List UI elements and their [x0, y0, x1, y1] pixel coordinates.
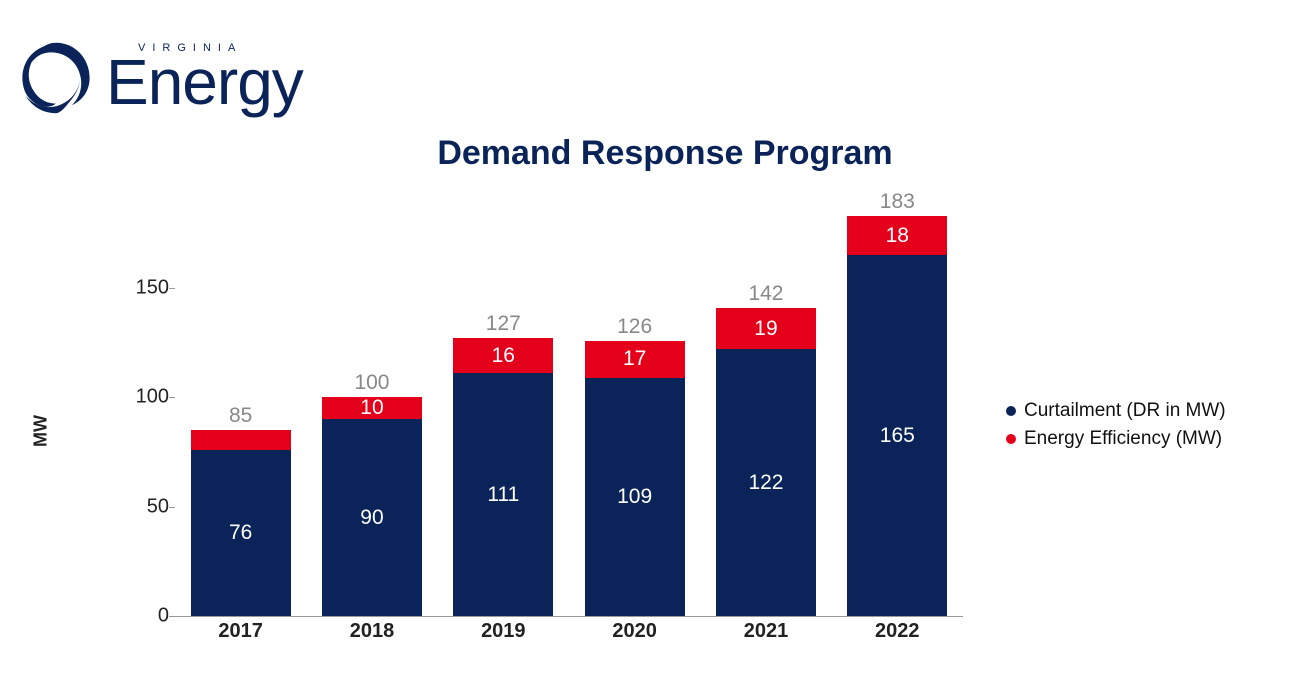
bar-stack: 16111	[453, 338, 553, 616]
bar-total-label: 100	[354, 371, 389, 395]
bar-total-label: 126	[617, 315, 652, 339]
x-axis-tick-label: 2018	[322, 616, 422, 646]
y-tick-label: 150	[119, 277, 169, 300]
y-axis-label: MW	[30, 415, 51, 447]
legend-marker-icon	[1006, 434, 1016, 444]
bar-total-label: 142	[748, 282, 783, 306]
bar-group: 85 76	[191, 404, 291, 616]
chart-title: Demand Response Program	[0, 134, 1290, 173]
bar-stack: 19122	[716, 308, 816, 616]
bar-segment-energy-efficiency: 19	[716, 308, 816, 350]
bar-segment-energy-efficiency	[191, 430, 291, 450]
y-tick-mark	[169, 507, 175, 508]
bar-segment-curtailment: 165	[847, 255, 947, 616]
y-tick-label: 100	[119, 386, 169, 409]
bar-group: 12617109	[585, 315, 685, 616]
y-tick-label: 50	[119, 495, 169, 518]
bar-segment-curtailment: 76	[191, 450, 291, 616]
bar-total-label: 127	[486, 312, 521, 336]
bar-segment-curtailment: 109	[585, 378, 685, 616]
x-axis-labels: 2017 2018 2019 2020 2021 2022	[175, 616, 963, 646]
bar-segment-energy-efficiency: 18	[847, 216, 947, 255]
bar-total-label: 85	[229, 404, 252, 428]
energy-swirl-icon	[16, 38, 96, 118]
logo-wordmark: Energy	[106, 50, 303, 114]
x-axis-tick-label: 2022	[847, 616, 947, 646]
x-axis-tick-label: 2020	[585, 616, 685, 646]
bar-group: 18318165	[847, 190, 947, 616]
virginia-energy-logo: VIRGINIA Energy	[16, 38, 303, 118]
x-axis-tick-label: 2021	[716, 616, 816, 646]
y-tick-label: 0	[119, 605, 169, 628]
bar-segment-curtailment: 90	[322, 419, 422, 616]
plot-area: 8576100109012716111126171091421912218318…	[175, 216, 963, 617]
legend-label: Curtailment (DR in MW)	[1024, 400, 1226, 422]
bar-stack: 76	[191, 430, 291, 616]
legend-marker-icon	[1006, 406, 1016, 416]
bar-segment-curtailment: 122	[716, 349, 816, 616]
legend-item: Curtailment (DR in MW)	[1006, 400, 1226, 422]
bar-group: 12716111	[453, 312, 553, 616]
y-tick-mark	[169, 397, 175, 398]
page-root: VIRGINIA Energy Demand Response Program …	[0, 0, 1290, 692]
bar-segment-energy-efficiency: 16	[453, 338, 553, 373]
bar-stack: 17109	[585, 341, 685, 616]
bars-container: 8576100109012716111126171091421912218318…	[175, 216, 963, 616]
y-tick-mark	[169, 288, 175, 289]
bar-total-label: 183	[880, 190, 915, 214]
bar-group: 14219122	[716, 282, 816, 616]
bar-segment-energy-efficiency: 17	[585, 341, 685, 378]
legend-item: Energy Efficiency (MW)	[1006, 428, 1226, 450]
bar-stack: 18165	[847, 216, 947, 616]
bar-stack: 1090	[322, 397, 422, 616]
bar-group: 1001090	[322, 371, 422, 616]
legend-label: Energy Efficiency (MW)	[1024, 428, 1222, 450]
logo-text-block: VIRGINIA Energy	[106, 43, 303, 114]
bar-segment-curtailment: 111	[453, 373, 553, 616]
x-axis-tick-label: 2019	[453, 616, 553, 646]
demand-response-chart: MW 8576100109012716111126171091421912218…	[115, 216, 963, 646]
legend: Curtailment (DR in MW) Energy Efficiency …	[1006, 400, 1226, 456]
x-axis-tick-label: 2017	[191, 616, 291, 646]
bar-segment-energy-efficiency: 10	[322, 397, 422, 419]
